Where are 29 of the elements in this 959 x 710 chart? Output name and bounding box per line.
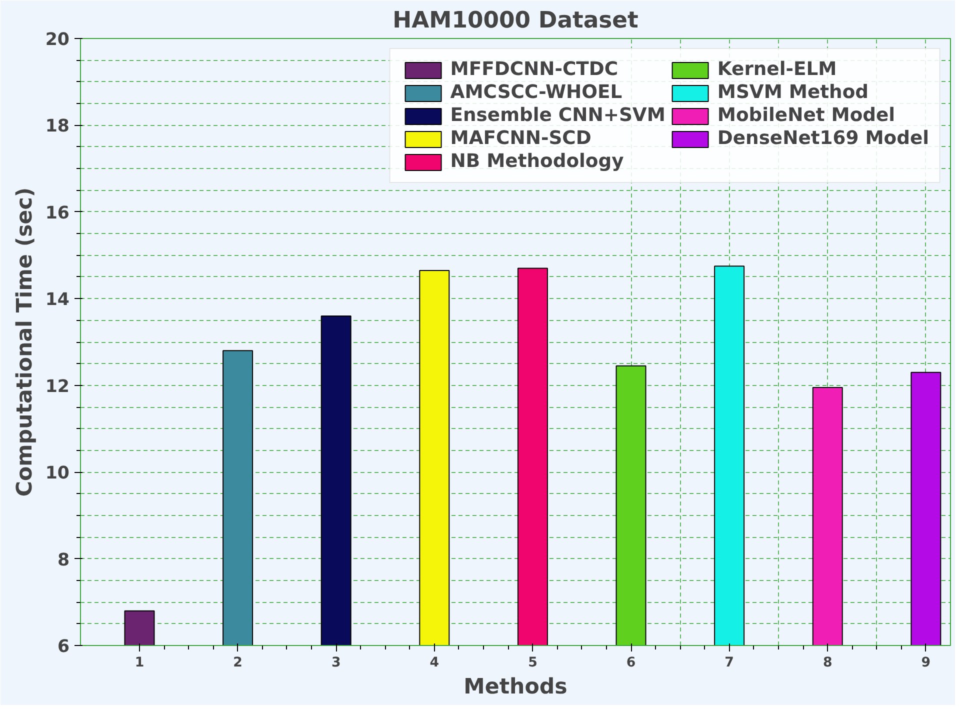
y-tick-label: 14 xyxy=(45,290,70,310)
x-axis-title: Methods xyxy=(464,674,568,700)
y-axis-title: Computational Time (sec) xyxy=(12,187,38,497)
x-tick-label: 3 xyxy=(331,656,341,670)
legend-label: Ensemble CNN+SVM xyxy=(450,105,666,126)
x-tick-label: 5 xyxy=(528,656,538,670)
legend-label: MAFCNN-SCD xyxy=(450,128,592,149)
x-tick-label: 7 xyxy=(724,656,734,670)
chart-title: HAM10000 Dataset xyxy=(392,8,638,34)
y-tick-label: 10 xyxy=(45,464,70,484)
y-tick-label: 12 xyxy=(45,376,70,397)
x-tick-label: 1 xyxy=(134,656,144,670)
legend-label: DenseNet169 Model xyxy=(717,128,929,149)
x-tick-label: 8 xyxy=(822,656,832,670)
x-tick-label: 6 xyxy=(626,656,636,670)
legend-label: MSVM Method xyxy=(717,82,868,103)
legend-label: MFFDCNN-CTDC xyxy=(450,59,618,80)
x-tick-label: 2 xyxy=(233,656,242,670)
y-tick-label: 8 xyxy=(57,550,70,570)
y-tick-label: 16 xyxy=(45,203,70,224)
y-tick-label: 18 xyxy=(45,116,70,137)
x-tick-label: 4 xyxy=(430,656,440,670)
y-tick-label: 20 xyxy=(45,30,70,50)
x-tick-label: 9 xyxy=(921,656,931,670)
y-tick-label: 6 xyxy=(57,637,70,657)
legend-label: MobileNet Model xyxy=(717,105,896,126)
legend-label: AMCSCC-WHOEL xyxy=(450,82,622,103)
legend-label: Kernel-ELM xyxy=(717,59,837,80)
legend-label: NB Methodology xyxy=(450,151,624,172)
